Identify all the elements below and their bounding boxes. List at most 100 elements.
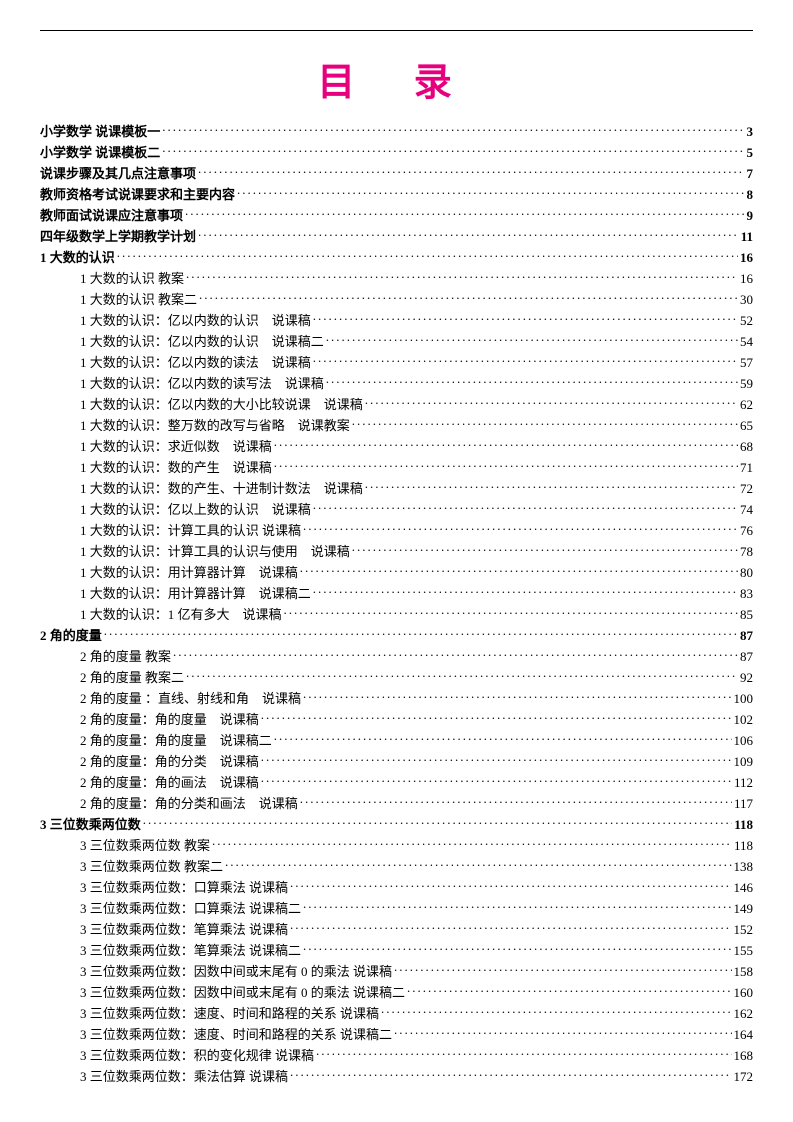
toc-leader-dots	[185, 207, 744, 220]
toc-entry-title: 2 角的度量：角的度量 说课稿二	[80, 731, 272, 751]
toc-entry-page: 30	[740, 290, 753, 310]
toc-entry: 1 大数的认识 教案二 30	[40, 290, 753, 310]
toc-entry: 1 大数的认识：用计算器计算 说课稿二 83	[40, 584, 753, 604]
toc-entry: 3 三位数乘两位数：口算乘法 说课稿146	[40, 878, 753, 898]
toc-entry-page: 74	[740, 500, 753, 520]
table-of-contents: 小学数学 说课模板一3小学数学 说课模板二5说课步骤及其几点注意事项7教师资格考…	[40, 122, 753, 1087]
toc-leader-dots	[261, 774, 732, 787]
toc-leader-dots	[261, 711, 732, 724]
toc-leader-dots	[352, 417, 738, 430]
toc-leader-dots	[225, 858, 731, 871]
toc-entry-page: 62	[740, 395, 753, 415]
toc-leader-dots	[290, 921, 731, 934]
toc-entry: 1 大数的认识：亿以上数的认识 说课稿 74	[40, 500, 753, 520]
toc-entry: 教师资格考试说课要求和主要内容8	[40, 185, 753, 205]
toc-leader-dots	[198, 228, 739, 241]
toc-entry-page: 80	[740, 563, 753, 583]
toc-entry-title: 1 大数的认识：用计算器计算 说课稿	[80, 563, 298, 583]
toc-entry-page: 59	[740, 374, 753, 394]
toc-leader-dots	[407, 984, 731, 997]
toc-entry-title: 1 大数的认识：亿以内数的认识 说课稿	[80, 311, 311, 331]
toc-entry-title: 教师面试说课应注意事项	[40, 206, 183, 226]
toc-entry-title: 3 三位数乘两位数	[40, 815, 141, 835]
toc-leader-dots	[394, 1026, 731, 1039]
toc-entry-page: 158	[734, 962, 754, 982]
toc-leader-dots	[381, 1005, 731, 1018]
toc-leader-dots	[274, 438, 738, 451]
toc-entry: 2 角的度量：角的度量 说课稿二 106	[40, 731, 753, 751]
toc-leader-dots	[290, 1068, 731, 1081]
toc-entry-title: 2 角的度量：角的画法 说课稿	[80, 773, 259, 793]
toc-entry: 3 三位数乘两位数 教案二138	[40, 857, 753, 877]
toc-entry: 2 角的度量 ：直线、射线和角 说课稿100	[40, 689, 753, 709]
toc-leader-dots	[212, 837, 732, 850]
top-rule	[40, 30, 753, 31]
toc-leader-dots	[303, 522, 738, 535]
toc-entry: 1 大数的认识：计算工具的认识与使用 说课稿 78	[40, 542, 753, 562]
toc-leader-dots	[300, 564, 738, 577]
toc-entry-title: 1 大数的认识：亿以内数的认识 说课稿二	[80, 332, 324, 352]
toc-entry: 1 大数的认识：数的产生、十进制计数法 说课稿72	[40, 479, 753, 499]
toc-leader-dots	[326, 333, 738, 346]
toc-entry: 1 大数的认识：求近似数 说课稿68	[40, 437, 753, 457]
toc-entry-page: 168	[734, 1046, 754, 1066]
toc-leader-dots	[352, 543, 738, 556]
toc-entry: 1 大数的认识：亿以内数的读写法 说课稿59	[40, 374, 753, 394]
toc-leader-dots	[162, 123, 744, 136]
toc-entry-page: 3	[747, 122, 754, 142]
toc-entry-page: 85	[740, 605, 753, 625]
toc-entry-title: 1 大数的认识 教案二	[80, 290, 197, 310]
toc-entry-page: 146	[734, 878, 754, 898]
toc-entry-page: 72	[740, 479, 753, 499]
toc-entry-page: 7	[747, 164, 754, 184]
toc-leader-dots	[303, 690, 731, 703]
toc-entry-title: 2 角的度量：角的分类和画法 说课稿	[80, 794, 298, 814]
toc-leader-dots	[300, 795, 732, 808]
toc-entry-title: 1 大数的认识：求近似数 说课稿	[80, 437, 272, 457]
toc-entry-page: 106	[734, 731, 754, 751]
toc-entry-page: 100	[734, 689, 754, 709]
toc-leader-dots	[143, 816, 732, 829]
toc-entry-title: 1 大数的认识：亿以上数的认识 说课稿	[80, 500, 311, 520]
toc-entry-title: 1 大数的认识 教案	[80, 269, 184, 289]
toc-entry: 3 三位数乘两位数：速度、时间和路程的关系 说课稿二164	[40, 1025, 753, 1045]
toc-entry: 1 大数的认识：亿以内数的认识 说课稿二54	[40, 332, 753, 352]
toc-entry-title: 1 大数的认识：计算工具的认识与使用 说课稿	[80, 542, 350, 562]
toc-leader-dots	[303, 942, 731, 955]
toc-leader-dots	[313, 585, 738, 598]
toc-leader-dots	[117, 249, 738, 262]
toc-entry-title: 小学数学 说课模板二	[40, 143, 160, 163]
toc-title: 目 录	[40, 51, 753, 106]
toc-entry-title: 2 角的度量：角的分类 说课稿	[80, 752, 259, 772]
toc-leader-dots	[303, 900, 731, 913]
toc-entry-page: 71	[740, 458, 753, 478]
toc-entry: 3 三位数乘两位数118	[40, 815, 753, 835]
toc-entry-title: 1 大数的认识：用计算器计算 说课稿二	[80, 584, 311, 604]
toc-entry-page: 102	[734, 710, 754, 730]
toc-entry-page: 118	[734, 836, 753, 856]
toc-entry: 3 三位数乘两位数：笔算乘法 说课稿152	[40, 920, 753, 940]
toc-entry-title: 3 三位数乘两位数：口算乘法 说课稿二	[80, 899, 301, 919]
toc-entry-page: 11	[741, 227, 753, 247]
toc-entry-page: 65	[740, 416, 753, 436]
toc-leader-dots	[162, 144, 744, 157]
toc-entry: 小学数学 说课模板一3	[40, 122, 753, 142]
toc-entry: 2 角的度量87	[40, 626, 753, 646]
toc-leader-dots	[365, 480, 738, 493]
toc-entry-title: 3 三位数乘两位数：因数中间或末尾有 0 的乘法 说课稿二	[80, 983, 405, 1003]
toc-leader-dots	[284, 606, 738, 619]
toc-entry-page: 160	[734, 983, 754, 1003]
toc-entry: 3 三位数乘两位数 教案118	[40, 836, 753, 856]
toc-leader-dots	[186, 669, 738, 682]
toc-entry-page: 92	[740, 668, 753, 688]
toc-entry: 3 三位数乘两位数：因数中间或末尾有 0 的乘法 说课稿 158	[40, 962, 753, 982]
toc-entry-title: 3 三位数乘两位数：因数中间或末尾有 0 的乘法 说课稿	[80, 962, 392, 982]
toc-entry: 说课步骤及其几点注意事项7	[40, 164, 753, 184]
toc-entry: 1 大数的认识 教案16	[40, 269, 753, 289]
toc-entry-title: 1 大数的认识：亿以内数的读法 说课稿	[80, 353, 311, 373]
toc-leader-dots	[394, 963, 731, 976]
toc-entry-page: 87	[740, 647, 753, 667]
toc-entry-page: 149	[734, 899, 754, 919]
toc-entry-page: 83	[740, 584, 753, 604]
toc-entry-page: 78	[740, 542, 753, 562]
